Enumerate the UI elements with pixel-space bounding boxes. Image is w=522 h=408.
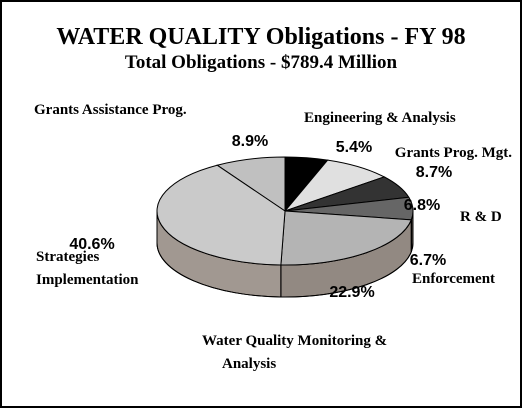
category-label: Strategies Implementation	[36, 249, 139, 288]
value-label: 22.9%	[329, 284, 375, 301]
category-label: R & D	[460, 209, 502, 225]
category-label: Grants Prog. Mgt.	[394, 145, 512, 161]
category-label: Water Quality Monitoring & Analysis	[202, 333, 388, 372]
value-label: 6.7%	[409, 252, 447, 269]
category-label: Enforcement	[412, 271, 496, 287]
chart-subtitle: Total Obligations - $789.4 Million	[124, 52, 398, 73]
value-label: 5.4%	[335, 139, 373, 156]
category-label: Engineering & Analysis	[304, 110, 456, 126]
value-label: 6.8%	[403, 197, 441, 214]
chart-title: WATER QUALITY Obligations - FY 98	[56, 24, 466, 50]
slice	[156, 164, 286, 266]
slice	[280, 210, 412, 266]
category-label: Grants Assistance Prog.	[34, 102, 187, 118]
value-label: 8.7%	[415, 164, 453, 181]
value-label: 8.9%	[231, 133, 269, 150]
value-label: 40.6%	[69, 236, 115, 253]
